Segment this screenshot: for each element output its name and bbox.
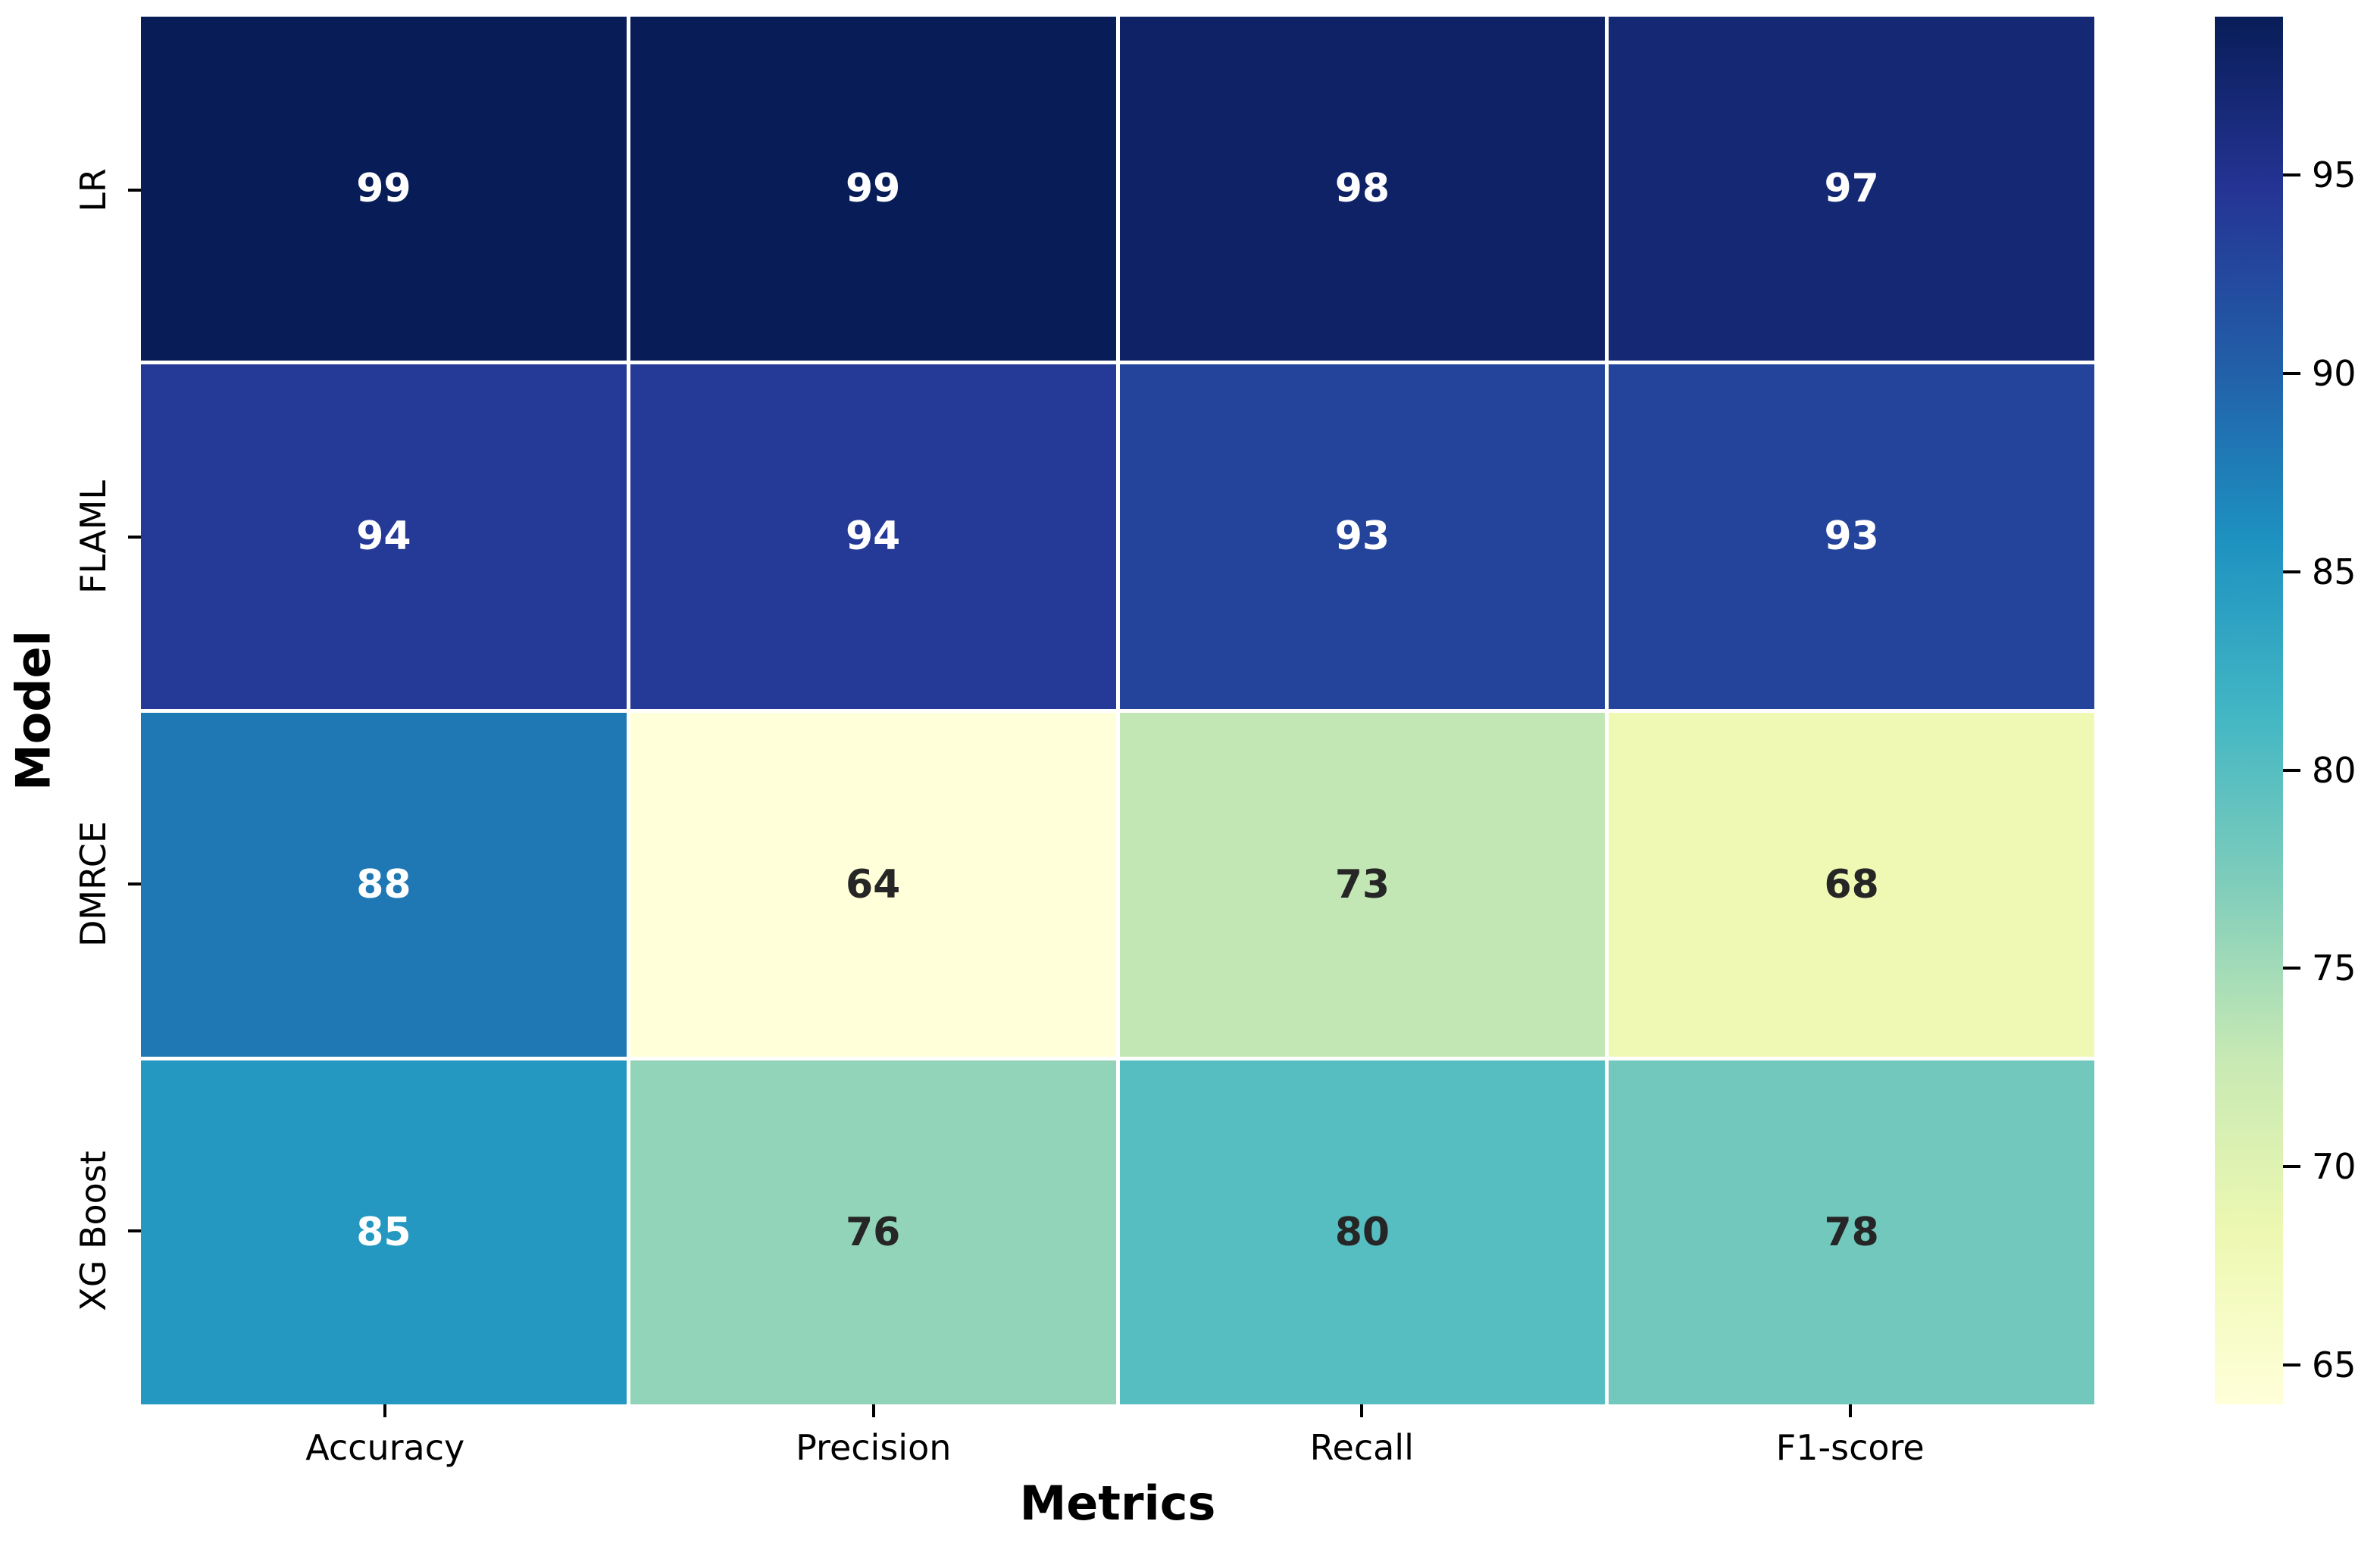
colorbar-tick-label-75: 75 <box>2312 948 2357 989</box>
heatmap-cell-xg-boost-accuracy: 85 <box>141 1060 627 1404</box>
colorbar-tick-label-95: 95 <box>2312 155 2357 196</box>
y-tick-label-flaml: FLAML <box>73 480 114 594</box>
y-tick-label-xg-boost: XG Boost <box>73 1151 114 1311</box>
x-tick-col-precision: Precision <box>630 1404 1118 1468</box>
y-tick-label-lr: LR <box>73 168 114 212</box>
x-tick-label-precision: Precision <box>796 1427 952 1468</box>
colorbar-tick-mark <box>2283 967 2300 970</box>
heatmap-grid: 99 99 98 97 94 94 93 93 88 64 73 68 85 76 80 78 <box>141 17 2094 1404</box>
x-axis-label: Metrics <box>1019 1476 1216 1531</box>
heatmap-cell-flaml-recall: 93 <box>1119 364 1606 709</box>
y-tick-mark <box>128 536 141 539</box>
y-tick-row-flaml: FLAML <box>0 364 141 711</box>
colorbar-tick-label-70: 70 <box>2312 1145 2357 1187</box>
y-axis-tick-labels: LR FLAML DMRCE XG Boost <box>0 17 141 1404</box>
heatmap-cell-dmrce-precision: 64 <box>630 712 1116 1057</box>
colorbar-tick-mark <box>2283 173 2300 177</box>
y-tick-mark <box>128 882 141 886</box>
y-tick-mark <box>128 189 141 192</box>
colorbar-tick-mark <box>2283 1164 2300 1168</box>
colorbar-tick-label-90: 90 <box>2312 353 2357 395</box>
colorbar-tick-label-80: 80 <box>2312 749 2357 791</box>
colorbar-tick-mark <box>2283 1363 2300 1367</box>
heatmap-cell-lr-f1-score: 97 <box>1609 17 2094 361</box>
heatmap-cell-dmrce-accuracy: 88 <box>141 712 627 1057</box>
x-tick-mark <box>871 1404 875 1417</box>
y-axis-label: Model <box>5 630 61 791</box>
y-tick-row-lr: LR <box>0 17 141 364</box>
x-tick-col-recall: Recall <box>1118 1404 1606 1468</box>
x-axis-tick-labels: Accuracy Precision Recall F1-score <box>141 1404 2094 1468</box>
x-tick-mark <box>1848 1404 1852 1417</box>
colorbar-tick-label-85: 85 <box>2312 551 2357 592</box>
heatmap-cell-xg-boost-f1-score: 78 <box>1609 1060 2094 1404</box>
colorbar-ticks: 95 90 85 80 75 70 65 <box>2283 17 2380 1404</box>
heatmap-cell-lr-recall: 98 <box>1119 17 1606 361</box>
colorbar-tick-label-65: 65 <box>2312 1344 2357 1385</box>
heatmap-cell-lr-accuracy: 99 <box>141 17 627 361</box>
y-tick-label-dmrce: DMRCE <box>73 821 114 947</box>
heatmap-cell-dmrce-f1-score: 68 <box>1609 712 2094 1057</box>
heatmap-cell-flaml-f1-score: 93 <box>1609 364 2094 709</box>
heatmap-cell-dmrce-recall: 73 <box>1119 712 1606 1057</box>
colorbar-tick-mark <box>2283 570 2300 573</box>
colorbar-tick-mark <box>2283 372 2300 376</box>
y-tick-mark <box>128 1229 141 1232</box>
heatmap-cell-lr-precision: 99 <box>630 17 1116 361</box>
y-tick-row-dmrce: DMRCE <box>0 711 141 1057</box>
heatmap-cell-flaml-accuracy: 94 <box>141 364 627 709</box>
x-tick-label-recall: Recall <box>1309 1427 1414 1468</box>
colorbar-tick-mark <box>2283 768 2300 772</box>
x-tick-col-accuracy: Accuracy <box>141 1404 630 1468</box>
y-tick-row-xg-boost: XG Boost <box>0 1057 141 1404</box>
x-tick-col-f1-score: F1-score <box>1606 1404 2095 1468</box>
x-tick-label-accuracy: Accuracy <box>305 1427 465 1468</box>
heatmap-cell-flaml-precision: 94 <box>630 364 1116 709</box>
heatmap-cell-xg-boost-precision: 76 <box>630 1060 1116 1404</box>
heatmap-cell-xg-boost-recall: 80 <box>1119 1060 1606 1404</box>
x-tick-label-f1-score: F1-score <box>1775 1427 1925 1468</box>
colorbar-gradient <box>2215 17 2283 1404</box>
x-tick-mark <box>1360 1404 1364 1417</box>
x-tick-mark <box>383 1404 387 1417</box>
